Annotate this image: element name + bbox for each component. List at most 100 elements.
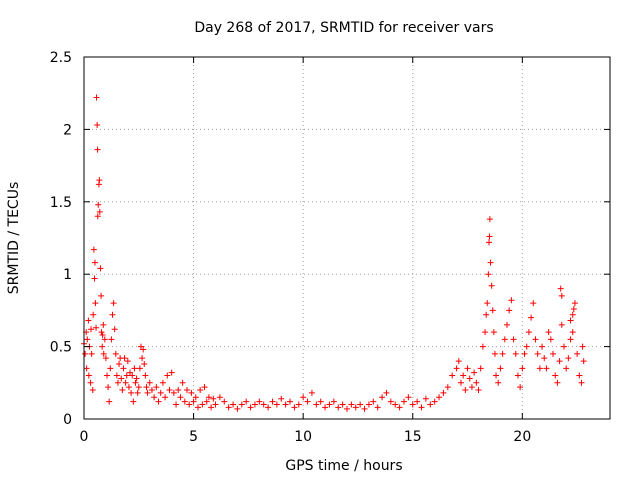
data-point [510, 336, 517, 343]
data-point [201, 384, 208, 391]
data-point [90, 311, 97, 318]
data-point [107, 365, 114, 372]
data-point [295, 401, 302, 408]
data-point [574, 350, 581, 357]
data-point [190, 398, 197, 405]
data-point [483, 311, 490, 318]
data-point [539, 343, 546, 350]
data-point [556, 358, 563, 365]
data-point [136, 365, 143, 372]
data-point [88, 350, 95, 357]
data-point [344, 405, 350, 412]
data-point [330, 398, 337, 405]
data-point [188, 389, 195, 396]
data-point [124, 358, 131, 365]
data-point [170, 389, 177, 396]
data-point [116, 360, 123, 367]
data-point [90, 246, 97, 253]
data-point [468, 384, 475, 391]
data-point [143, 384, 150, 391]
x-tick-label: 5 [189, 429, 198, 445]
data-point [132, 379, 139, 386]
data-point [326, 401, 333, 408]
data-point [166, 387, 173, 394]
y-tick-label: 1.5 [50, 195, 72, 211]
data-point [199, 401, 206, 408]
data-point [304, 398, 311, 405]
data-point [578, 379, 585, 386]
data-point [83, 365, 90, 372]
data-point [98, 292, 105, 299]
data-point [576, 372, 583, 379]
data-point [106, 398, 113, 405]
data-point [567, 336, 574, 343]
data-point [100, 350, 107, 357]
data-point [139, 355, 146, 362]
data-point [370, 398, 377, 405]
y-axis-label: SRMTID / TECUs [6, 182, 22, 295]
data-point [571, 300, 578, 307]
data-point [96, 208, 103, 215]
data-point [216, 394, 223, 401]
data-point [569, 329, 576, 336]
y-tick-label: 0 [63, 412, 72, 428]
data-point [140, 346, 147, 353]
data-point [210, 395, 217, 402]
x-tick-label: 10 [294, 429, 312, 445]
data-point [243, 398, 250, 405]
data-point [512, 350, 519, 357]
data-point [164, 372, 171, 379]
data-point [94, 146, 101, 153]
data-point [567, 317, 574, 324]
data-point [501, 336, 508, 343]
data-point [112, 350, 119, 357]
data-point [114, 379, 121, 386]
data-point [94, 122, 101, 129]
data-point [91, 259, 98, 266]
data-point [118, 375, 125, 382]
data-point [466, 375, 473, 382]
data-point [409, 401, 416, 408]
data-point [523, 343, 530, 350]
x-axis-label: GPS time / hours [285, 458, 402, 474]
data-point [100, 321, 107, 328]
data-point [123, 372, 130, 379]
data-point [449, 372, 456, 379]
data-point [565, 355, 572, 362]
data-point [151, 394, 158, 401]
data-point [387, 398, 394, 405]
x-tick-label: 15 [404, 429, 422, 445]
data-point [552, 372, 559, 379]
data-point [462, 387, 469, 394]
data-point [460, 372, 467, 379]
data-point [317, 398, 324, 405]
data-point [162, 394, 169, 401]
data-point [113, 372, 120, 379]
chart-title: Day 268 of 2017, SRMTID for receiver var… [194, 20, 493, 36]
data-point [543, 365, 550, 372]
data-point [230, 401, 237, 408]
data-point [125, 384, 132, 391]
data-point [383, 389, 390, 396]
y-tick-label: 1 [63, 267, 72, 283]
data-point [129, 372, 136, 379]
data-point [287, 398, 294, 405]
data-point [431, 398, 438, 405]
data-point [536, 365, 543, 372]
data-point [514, 372, 521, 379]
data-point [88, 326, 95, 333]
data-point [491, 350, 498, 357]
data-point [184, 387, 191, 394]
data-point [440, 389, 447, 396]
y-tick-label: 2 [63, 122, 72, 138]
data-point [541, 355, 548, 362]
data-point [273, 401, 280, 408]
data-point [457, 379, 464, 386]
data-point [85, 372, 92, 379]
data-point [453, 365, 460, 372]
data-point [99, 343, 106, 350]
data-point [374, 404, 381, 411]
data-point [205, 394, 212, 401]
data-point [128, 389, 135, 396]
data-point [422, 395, 429, 402]
